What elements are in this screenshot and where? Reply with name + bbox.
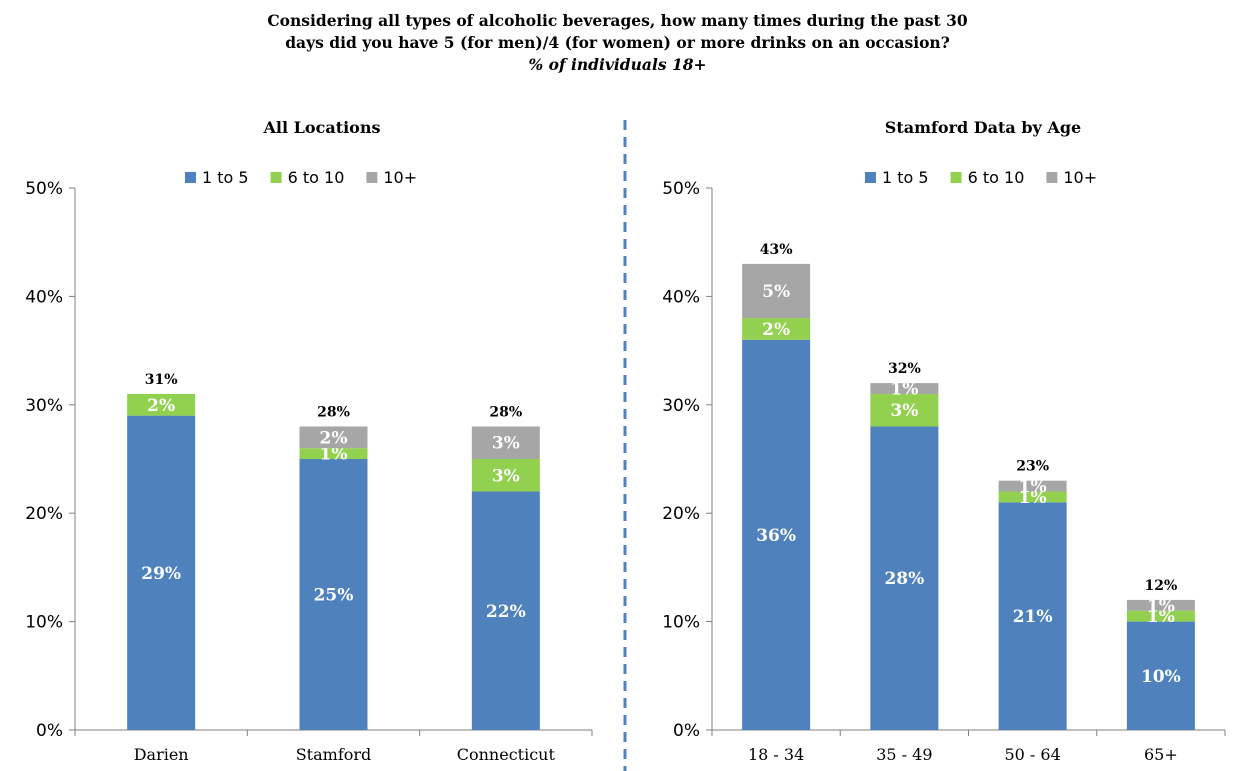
x-tick-label: 65+ — [1144, 745, 1178, 764]
bar-segment-1-to-5 — [998, 502, 1067, 730]
legend-swatch-6-to-10 — [270, 172, 282, 183]
data-label-1-to-5: 36% — [756, 526, 796, 546]
bar-segment-6-to-10 — [1126, 610, 1195, 622]
y-tick-label: 10% — [662, 613, 700, 633]
bar-segment-1-to-5 — [127, 415, 196, 730]
y-tick-label: 40% — [25, 287, 63, 307]
legend-swatch-6-to-10 — [950, 172, 962, 183]
data-label-10: 1% — [1019, 477, 1047, 497]
data-label-10: 5% — [762, 282, 790, 302]
bar-35-49: 28% 3%1% 32% — [870, 361, 939, 730]
chart-stamford-data-by-age: Stamford Data by Age 0% 10% 20% 30% 40% 50% 36%… — [662, 118, 1226, 764]
total-label: 32% — [888, 361, 921, 377]
legend-label-1-to-5: 1 to 5 — [202, 168, 249, 187]
y-tick-label: 50% — [25, 179, 63, 199]
total-label: 43% — [760, 242, 793, 258]
legend-swatch-10 — [1046, 172, 1058, 183]
total-label: 28% — [489, 404, 522, 420]
data-label-1-to-5: 10% — [1141, 667, 1181, 687]
data-label-6-to-10: 1% — [1147, 607, 1175, 627]
bar-darien: 29% 2% 31% — [127, 372, 196, 730]
data-label-1-to-5: 22% — [486, 602, 526, 622]
x-tick-label: 35 - 49 — [876, 745, 932, 764]
bar-segment-6-to-10 — [870, 393, 939, 427]
chart-title-line-2: days did you have 5 (for men)/4 (for wom… — [285, 33, 950, 52]
bar-segment-10 — [742, 263, 811, 319]
legend-swatch-10 — [366, 172, 378, 183]
bar-segment-6-to-10 — [299, 448, 368, 459]
bar-segment-10 — [998, 480, 1067, 492]
legend-label-10: 10+ — [383, 168, 417, 187]
bar-segment-6-to-10 — [998, 491, 1067, 503]
data-label-6-to-10: 2% — [147, 396, 175, 416]
data-label-6-to-10: 1% — [1019, 488, 1047, 508]
legend-swatch-1-to-5 — [865, 172, 876, 183]
x-tick-label: Darien — [134, 745, 189, 764]
legend-swatch-1-to-5 — [185, 172, 196, 183]
bar-connecticut: 22% 3% 3% 28% — [471, 404, 540, 730]
data-label-10: 2% — [320, 428, 348, 448]
y-tick-label: 30% — [25, 396, 63, 416]
x-tick-label: Stamford — [296, 745, 372, 764]
chart-title-line-1: Considering all types of alcoholic bever… — [267, 11, 968, 30]
legend: 1 to 5 6 to 10 10+ — [865, 168, 1097, 187]
chart-all-locations: All Locations 0% 10% 20% 30% 40% 50% 29% 2% 31% Da… — [25, 118, 593, 764]
x-tick-label: 18 - 34 — [748, 745, 804, 764]
bar-segment-10 — [299, 426, 368, 449]
chart-title: All Locations — [263, 118, 381, 137]
chart-title: Stamford Data by Age — [885, 118, 1081, 137]
bar-segment-10 — [471, 426, 540, 459]
data-label-1-to-5: 29% — [141, 564, 181, 584]
y-tick-label: 30% — [662, 396, 700, 416]
total-label: 12% — [1144, 578, 1177, 594]
chart-subtitle: % of individuals 18+ — [528, 55, 707, 74]
y-tick-label: 0% — [673, 721, 700, 741]
bar-stamford: 25% 1%2% 28% — [299, 404, 368, 730]
y-tick-label: 20% — [25, 504, 63, 524]
data-label-6-to-10: 3% — [890, 401, 918, 421]
data-label-6-to-10: 2% — [762, 320, 790, 340]
bar-segment-6-to-10 — [471, 459, 540, 492]
bar-segment-1-to-5 — [742, 339, 811, 730]
legend-label-6-to-10: 6 to 10 — [968, 168, 1025, 187]
bar-segment-6-to-10 — [127, 393, 196, 416]
data-label-10: 3% — [492, 434, 520, 454]
data-label-1-to-5: 28% — [884, 569, 924, 589]
bar-18-34: 36% 2% 5% 43% — [742, 242, 811, 730]
legend-label-1-to-5: 1 to 5 — [882, 168, 929, 187]
data-label-10: 1% — [890, 380, 918, 400]
y-tick-label: 20% — [662, 504, 700, 524]
y-tick-label: 50% — [662, 179, 700, 199]
total-label: 23% — [1016, 459, 1049, 475]
legend: 1 to 5 6 to 10 10+ — [185, 168, 417, 187]
y-tick-label: 40% — [662, 287, 700, 307]
data-label-1-to-5: 25% — [314, 586, 354, 606]
total-label: 28% — [317, 404, 350, 420]
legend-label-6-to-10: 6 to 10 — [288, 168, 345, 187]
x-tick-label: 50 - 64 — [1004, 745, 1060, 764]
bar-65: 10% 1%1% 12% — [1126, 578, 1195, 730]
bar-segment-6-to-10 — [742, 318, 811, 340]
x-tick-label: Connecticut — [457, 745, 556, 764]
bar-segment-10 — [1126, 599, 1195, 611]
bar-segment-1-to-5 — [870, 426, 939, 730]
legend-label-10: 10+ — [1063, 168, 1097, 187]
data-label-6-to-10: 1% — [320, 445, 348, 465]
data-label-6-to-10: 3% — [492, 466, 520, 486]
data-label-1-to-5: 21% — [1013, 607, 1053, 627]
y-tick-label: 10% — [25, 613, 63, 633]
data-label-10: 1% — [1147, 596, 1175, 616]
bar-50-64: 21% 1%1% 23% — [998, 459, 1067, 730]
y-tick-label: 0% — [36, 721, 63, 741]
total-label: 31% — [145, 372, 178, 388]
bar-segment-1-to-5 — [299, 459, 368, 730]
bar-segment-1-to-5 — [471, 491, 540, 730]
bar-segment-1-to-5 — [1126, 621, 1195, 730]
bar-segment-10 — [870, 383, 939, 394]
